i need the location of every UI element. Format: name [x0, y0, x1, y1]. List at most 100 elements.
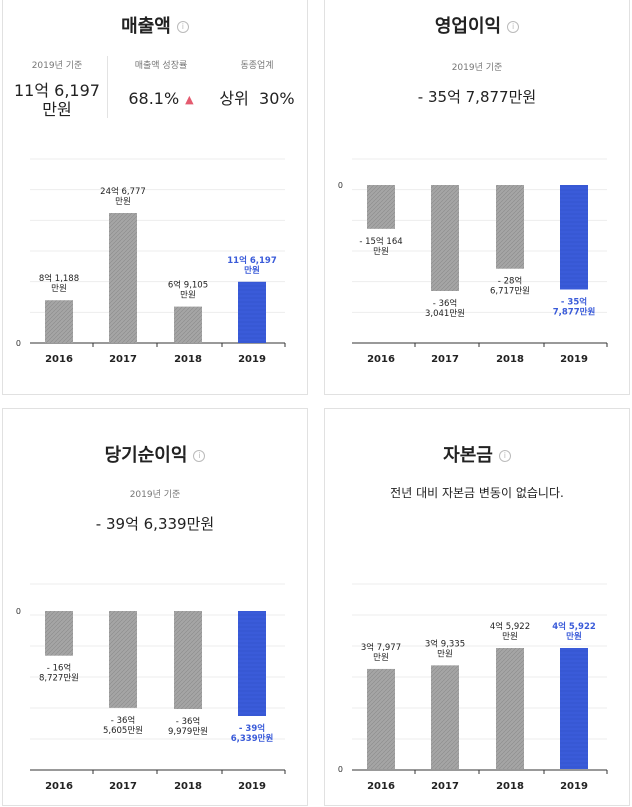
revenue-card: 매출액 i 2019년 기준 11억 6,197 만원 매출액 성장률 68.1%… [2, 0, 308, 395]
operating-income-title: 영업이익 [434, 16, 502, 37]
bar-value-label: 4억 5,922 [490, 621, 530, 632]
info-icon[interactable]: i [193, 450, 206, 462]
bar-2017 [109, 611, 137, 708]
bar-value-label: 5,605만원 [103, 726, 143, 736]
x-tick-label: 2017 [109, 781, 137, 792]
x-tick-label: 2016 [45, 781, 73, 792]
bar-2018 [496, 185, 524, 269]
zero-label: 0 [338, 181, 343, 190]
bar-value-label: 8억 1,188 [39, 273, 79, 284]
stat-label: 동종업계 [240, 61, 274, 71]
bar-2016 [45, 611, 73, 656]
bar-value-label: - 16억 [47, 663, 71, 674]
bar-2016 [367, 185, 395, 229]
bar-value-label: 4억 5,922 [552, 621, 596, 632]
bar-value-label: 3억 7,977 [361, 642, 401, 653]
bar-value-label: - 36억 [176, 716, 200, 727]
x-tick-label: 2019 [238, 354, 266, 365]
stat-value-line: 만원 [42, 100, 72, 119]
bar-2017 [431, 665, 459, 769]
x-tick-label: 2019 [238, 781, 266, 792]
bar-2018 [496, 648, 524, 769]
bar-value-label: 6,339만원 [231, 733, 274, 744]
bar-value-label: 만원 [437, 649, 453, 659]
x-tick-label: 2018 [496, 781, 524, 792]
zero-label: 0 [16, 339, 21, 348]
info-icon[interactable]: i [176, 21, 189, 33]
bar-value-label: 만원 [373, 653, 389, 663]
bar-value-label: - 36억 [111, 715, 135, 726]
stat-value: 68.1% [128, 89, 180, 108]
bar-2019 [560, 648, 588, 769]
summary-value: - 35억 7,877만원 [417, 88, 537, 106]
x-tick-label: 2019 [560, 354, 588, 365]
bar-value-label: 8,727만원 [39, 674, 79, 684]
bar-2019 [238, 281, 266, 343]
bar-value-label: 만원 [502, 632, 518, 642]
bar-2018 [174, 611, 202, 710]
bar-value-label: 11억 6,197 [227, 255, 277, 266]
bar-2016 [367, 668, 395, 769]
x-tick-label: 2019 [560, 781, 588, 792]
bar-value-label: 만원 [51, 284, 67, 294]
trend-up-icon: ▲ [185, 93, 194, 106]
x-tick-label: 2018 [174, 354, 202, 365]
base-year-label: 2019년 기준 [451, 63, 503, 73]
info-icon[interactable]: i [498, 450, 511, 462]
base-year-label: 2019년 기준 [129, 490, 181, 500]
stat-value-line: 11억 6,197 [14, 81, 100, 100]
bar-value-label: 3억 9,335 [425, 638, 465, 649]
stat-label: 2019년 기준 [31, 61, 83, 71]
x-tick-label: 2017 [431, 354, 459, 365]
stat-value: 11억 6,197 만원 [9, 81, 105, 119]
bar-2019 [560, 185, 588, 290]
capital-title: 자본금 [443, 445, 493, 466]
bar-value-label: 만원 [566, 631, 582, 642]
x-tick-label: 2017 [109, 354, 137, 365]
zero-label: 0 [338, 765, 343, 774]
bar-value-label: - 39억 [239, 723, 265, 734]
revenue-growth-stat: 매출액 성장률 68.1% ▲ [111, 58, 211, 109]
x-tick-label: 2016 [367, 354, 395, 365]
x-tick-label: 2018 [174, 781, 202, 792]
stat-value: 상위 30% [219, 89, 295, 108]
bar-value-label: 만원 [180, 291, 196, 301]
bar-value-label: 만원 [244, 265, 260, 276]
bar-value-label: - 28억 [498, 276, 522, 287]
bar-value-label: - 15억 164 [359, 236, 402, 247]
bar-value-label: 6억 9,105 [168, 280, 208, 291]
stat-divider [107, 56, 108, 118]
bar-2019 [238, 611, 266, 716]
capital-notice: 전년 대비 자본금 변동이 없습니다. [390, 486, 564, 500]
x-tick-label: 2016 [45, 354, 73, 365]
bar-value-label: - 35억 [561, 296, 587, 307]
bar-value-label: 24억 6,777 [100, 186, 146, 197]
bar-value-label: - 36억 [433, 298, 457, 309]
revenue-title: 매출액 [121, 16, 171, 37]
stat-label: 매출액 성장률 [134, 61, 188, 71]
bar-value-label: 7,877만원 [553, 306, 596, 317]
bar-2017 [109, 213, 137, 343]
operating-income-card: 영업이익 i 2019년 기준 - 35억 7,877만원 0 - 15억 164 만… [324, 0, 630, 395]
capital-card: 자본금 i 전년 대비 자본금 변동이 없습니다. 0 3억 7,977 만원 2016… [324, 408, 630, 806]
bar-2018 [174, 306, 202, 343]
zero-label: 0 [16, 607, 21, 616]
bar-value-label: 만원 [115, 197, 131, 207]
bar-value-label: 3,041만원 [425, 309, 465, 319]
bar-2016 [45, 300, 73, 343]
bar-value-label: 6,717만원 [490, 287, 530, 297]
x-tick-label: 2017 [431, 781, 459, 792]
summary-value: - 39억 6,339만원 [95, 515, 215, 533]
net-income-card: 당기순이익 i 2019년 기준 - 39억 6,339만원 0 - 16억 8,72… [2, 408, 308, 806]
bar-value-label: 만원 [373, 247, 389, 257]
x-tick-label: 2018 [496, 354, 524, 365]
net-income-title: 당기순이익 [104, 445, 188, 466]
bar-value-label: 9,979만원 [168, 727, 208, 737]
industry-rank-stat: 동종업계 상위 30% [209, 58, 305, 108]
info-icon[interactable]: i [507, 21, 520, 33]
revenue-base-stat: 2019년 기준 11억 6,197 만원 [9, 58, 105, 119]
